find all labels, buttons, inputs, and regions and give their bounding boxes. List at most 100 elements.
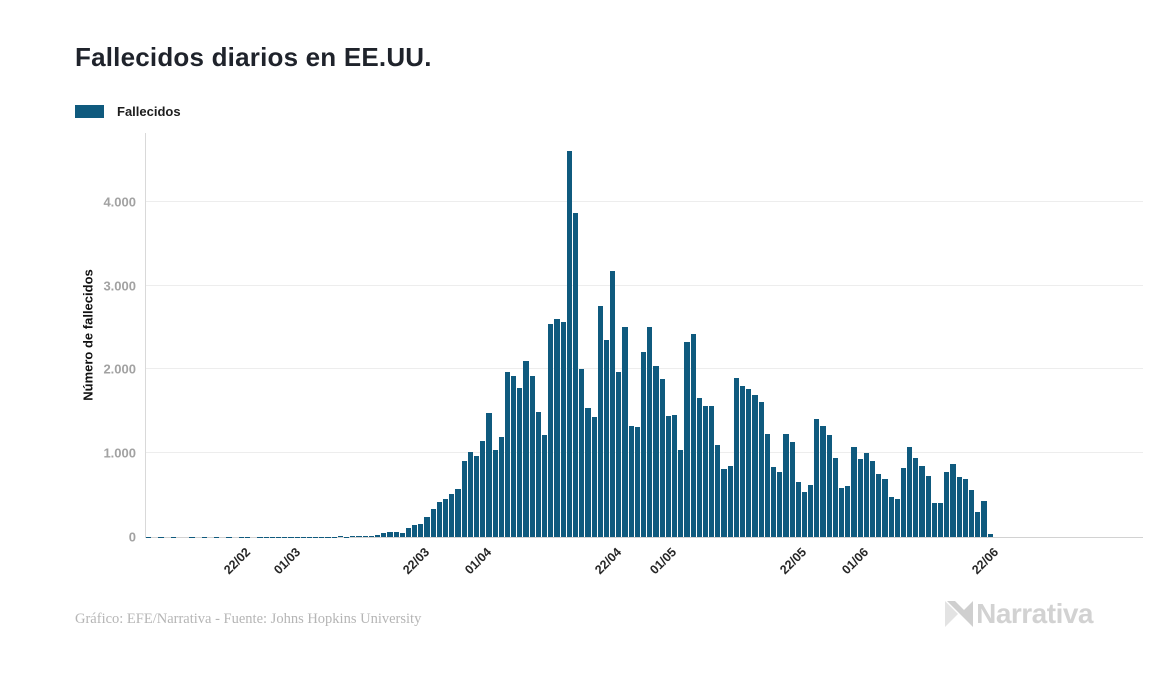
x-tick-label: 22/06 (968, 545, 1001, 578)
x-tick-label: 22/04 (592, 545, 625, 578)
bar (709, 405, 715, 537)
gridline (146, 284, 1143, 286)
plot-area: 0 1.000 2.000 3.000 4.000 Número de fallecid… (81, 133, 1143, 577)
bar (702, 405, 709, 537)
y-tick-label: 1.000 (103, 445, 136, 461)
bar (628, 426, 634, 537)
bar (461, 460, 467, 537)
bar (393, 531, 399, 537)
bar (746, 389, 752, 537)
bar (523, 360, 529, 537)
bar (368, 535, 374, 537)
bar (801, 492, 808, 537)
bar (770, 467, 777, 537)
bar (455, 489, 461, 537)
bar (671, 415, 678, 537)
bar (585, 407, 591, 537)
bar (733, 378, 739, 537)
bar (486, 412, 492, 537)
bar (517, 388, 523, 537)
bar (350, 536, 356, 537)
y-tick-label: 0 (128, 529, 136, 545)
bar (981, 500, 987, 537)
bar (504, 372, 511, 537)
bar (795, 482, 801, 537)
narrativa-logo-icon (945, 601, 974, 627)
bar (498, 437, 504, 537)
y-tick-label: 2.000 (103, 361, 136, 377)
bar (566, 151, 572, 537)
bar (529, 375, 535, 537)
bar (839, 488, 845, 537)
bar (387, 532, 393, 537)
bar (845, 486, 851, 537)
bar (659, 379, 665, 537)
x-tick-label: 22/02 (221, 545, 254, 578)
bar (634, 426, 640, 537)
chart-title: Fallecidos diarios en EE.UU. (75, 42, 432, 72)
bar (832, 458, 838, 537)
bar (418, 523, 424, 537)
bar (820, 426, 826, 537)
bar (610, 270, 616, 537)
bar (647, 326, 653, 537)
bar (337, 536, 343, 537)
x-tick-label: 22/05 (777, 545, 810, 578)
x-tick-label: 22/03 (400, 545, 433, 578)
bar (480, 441, 486, 537)
bar (653, 365, 659, 537)
bar (907, 447, 913, 537)
bar (511, 375, 517, 537)
bar (900, 468, 907, 537)
bar (938, 502, 944, 537)
bar (374, 534, 381, 537)
x-tick-label: 01/06 (839, 545, 872, 578)
bar (560, 321, 566, 537)
bar (777, 472, 783, 537)
bar (851, 447, 857, 537)
bar (597, 305, 603, 537)
bar (535, 411, 541, 537)
narrativa-logo: Narrativa (944, 598, 1093, 630)
bar (548, 323, 554, 537)
bar (876, 474, 882, 537)
bar (764, 433, 770, 537)
x-tick-label: 01/05 (647, 545, 680, 578)
bar (968, 489, 975, 537)
bar (443, 499, 449, 537)
legend-item-fallecidos[interactable]: Fallecidos (75, 104, 181, 119)
bar (641, 352, 647, 537)
bar (919, 466, 925, 537)
bar (492, 450, 498, 537)
bar-series-fallecidos (146, 133, 1011, 537)
bar (436, 501, 442, 537)
bar (622, 326, 628, 537)
bar (665, 416, 671, 537)
bar (826, 434, 832, 537)
bar (857, 458, 863, 537)
bar (603, 340, 610, 537)
bar (542, 435, 548, 537)
bar (913, 458, 919, 537)
bar (894, 499, 900, 537)
bar (975, 511, 981, 537)
bar (616, 372, 622, 537)
bar (925, 475, 931, 537)
bar (696, 397, 702, 537)
bar (399, 532, 405, 537)
bar (956, 476, 962, 537)
bar (950, 463, 956, 537)
bar (572, 212, 579, 537)
bar (944, 472, 950, 537)
bar (783, 433, 789, 537)
bar (752, 395, 758, 537)
bar (962, 479, 968, 537)
x-axis-labels: 22/02 01/03 22/03 01/04 22/04 01/05 22/05 01/06… (146, 537, 1011, 599)
bar (863, 453, 869, 537)
bar (690, 333, 696, 537)
bar (721, 468, 727, 537)
bar (789, 442, 795, 537)
bar (684, 342, 690, 537)
y-tick-label: 3.000 (103, 278, 136, 294)
